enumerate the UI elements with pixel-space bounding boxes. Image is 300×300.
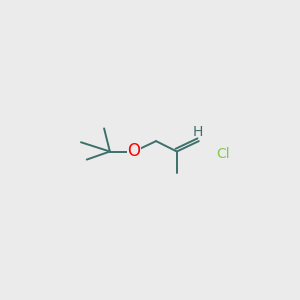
Text: Cl: Cl bbox=[216, 147, 230, 161]
Text: O: O bbox=[128, 142, 141, 160]
Text: H: H bbox=[193, 125, 203, 139]
